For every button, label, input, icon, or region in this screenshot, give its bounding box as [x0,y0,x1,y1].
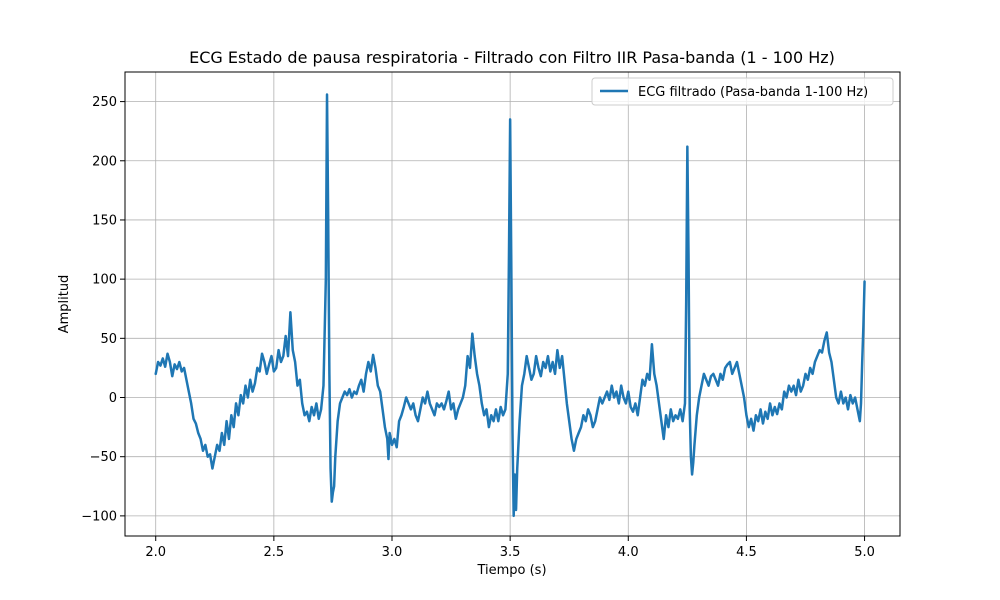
x-tick-label: 5.0 [854,545,875,560]
y-tick-label: 0 [109,391,117,406]
x-tick-label: 2.5 [264,545,285,560]
y-tick-label: −100 [81,509,117,524]
x-axis-label: Tiempo (s) [476,563,546,578]
x-tick-label: 3.0 [382,545,403,560]
tick-layer: 2.0 2.5 3.0 3.5 4.0 4.5 5.0 −100 −50 0 50 100 150 200… [81,95,875,560]
x-tick-label: 4.5 [736,545,757,560]
y-tick-label: 150 [92,213,117,228]
plot-frame [124,71,901,537]
y-tick-label: 250 [92,95,117,110]
chart-title: ECG Estado de pausa respiratoria - Filtr… [189,48,835,67]
y-axis-label: Amplitud [57,275,72,334]
legend-label: ECG filtrado (Pasa-banda 1-100 Hz) [638,85,868,100]
x-tick-label: 2.0 [145,545,166,560]
series-layer [154,93,866,518]
legend: ECG filtrado (Pasa-banda 1-100 Hz) [591,77,894,106]
x-tick-label: 3.5 [500,545,521,560]
legend-box [591,77,894,106]
ecg-series-line [154,93,866,518]
y-tick-label: 100 [92,273,117,288]
y-tick-label: 200 [92,154,117,169]
y-tick-label: −50 [90,450,117,465]
x-tick-label: 4.0 [618,545,639,560]
y-tick-label: 50 [100,332,117,347]
